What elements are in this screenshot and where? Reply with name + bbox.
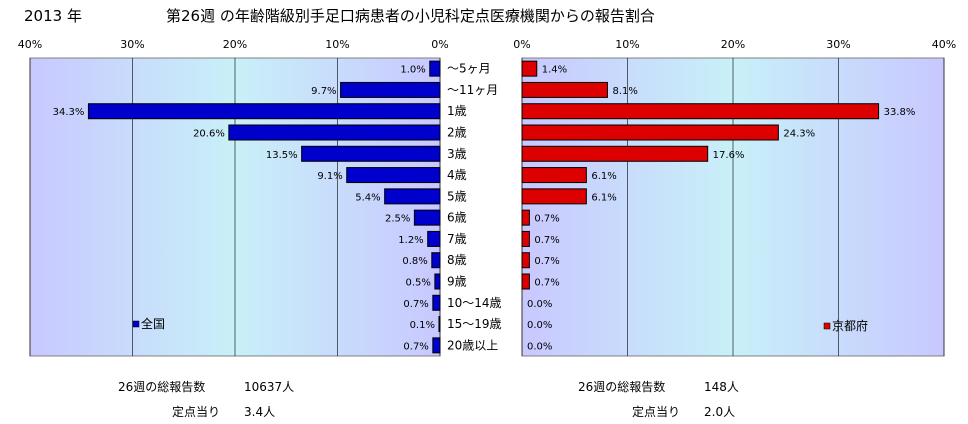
- national-total-reports-label: 26週の総報告数: [118, 380, 206, 394]
- data-label-kyoto: 17.6%: [713, 150, 745, 161]
- bar-national: [301, 145, 441, 162]
- category-label: 9歳: [447, 275, 467, 289]
- category-label: 3歳: [447, 147, 467, 161]
- data-label-national: 1.0%: [400, 65, 425, 76]
- data-label-kyoto: 6.1%: [591, 192, 616, 203]
- legend-swatch-national: [132, 320, 140, 328]
- data-label-kyoto: 0.7%: [534, 278, 559, 289]
- kyoto-per-site-value: 2.0人: [704, 405, 736, 419]
- category-label: ～11ヶ月: [447, 83, 498, 97]
- category-label: 8歳: [447, 253, 467, 267]
- data-label-kyoto: 0.0%: [527, 299, 552, 310]
- data-label-kyoto: 1.4%: [542, 65, 567, 76]
- bar-national: [413, 209, 441, 226]
- data-label-kyoto: 6.1%: [591, 171, 616, 182]
- data-label-kyoto: 24.3%: [783, 129, 815, 140]
- data-label-national: 0.7%: [403, 341, 428, 352]
- bar-national: [432, 337, 441, 354]
- tick-label-left: 0%: [431, 38, 448, 51]
- bar-national: [429, 60, 441, 77]
- data-label-national: 34.3%: [53, 107, 85, 118]
- bar-kyoto: [521, 230, 530, 247]
- national-per-site-value: 3.4人: [244, 405, 276, 419]
- legend-label-kyoto: 京都府: [832, 318, 868, 333]
- category-label: 15～19歳: [447, 317, 502, 331]
- bar-national: [431, 252, 441, 269]
- data-label-kyoto: 0.7%: [534, 235, 559, 246]
- kyoto-total-reports-label: 26週の総報告数: [578, 380, 666, 394]
- legend-swatch-kyoto: [823, 322, 831, 330]
- data-label-national: 2.5%: [385, 214, 410, 225]
- bar-kyoto: [521, 273, 530, 290]
- data-label-national: 0.8%: [402, 256, 427, 267]
- bar-kyoto: [521, 103, 880, 120]
- category-label: 7歳: [447, 232, 467, 246]
- category-label: 5歳: [447, 189, 467, 203]
- data-label-national: 9.1%: [317, 171, 342, 182]
- bar-national: [434, 273, 441, 290]
- category-label: 1歳: [447, 104, 467, 118]
- bar-kyoto: [521, 145, 709, 162]
- data-label-national: 1.2%: [398, 235, 423, 246]
- data-label-kyoto: 0.7%: [534, 214, 559, 225]
- tick-label-left: 40%: [18, 38, 42, 51]
- tick-label-left: 10%: [325, 38, 349, 51]
- chart-header: 2013 年 第26週 の年齢階級別手足口病患者の小児科定点医療機関からの報告割…: [0, 0, 968, 28]
- kyoto-total-reports-value: 148人: [704, 380, 739, 394]
- category-label: 6歳: [447, 211, 467, 225]
- data-label-national: 13.5%: [266, 150, 298, 161]
- data-label-kyoto: 0.0%: [527, 341, 552, 352]
- data-label-national: 0.1%: [410, 320, 435, 331]
- data-label-national: 20.6%: [193, 129, 225, 140]
- year-label: 2013 年: [24, 7, 82, 25]
- bar-kyoto: [521, 209, 530, 226]
- data-label-national: 5.4%: [355, 192, 380, 203]
- bar-national: [346, 167, 441, 184]
- data-label-kyoto: 0.7%: [534, 256, 559, 267]
- tick-label-left: 30%: [120, 38, 144, 51]
- legend-label-national: 全国: [141, 316, 165, 331]
- bar-national: [228, 124, 441, 141]
- data-label-kyoto: 8.1%: [612, 86, 637, 97]
- tick-label-right: 0%: [513, 38, 530, 51]
- bar-kyoto: [521, 188, 587, 205]
- tick-label-right: 30%: [826, 38, 850, 51]
- tick-label-right: 10%: [615, 38, 639, 51]
- category-label: 2歳: [447, 126, 467, 140]
- tick-label-right: 20%: [721, 38, 745, 51]
- data-label-national: 0.7%: [403, 299, 428, 310]
- chart-title: 第26週 の年齢階級別手足口病患者の小児科定点医療機関からの報告割合: [166, 7, 655, 25]
- bar-national: [438, 316, 441, 333]
- data-label-national: 9.7%: [311, 86, 336, 97]
- tick-label-right: 40%: [932, 38, 956, 51]
- data-label-kyoto: 0.0%: [527, 320, 552, 331]
- tick-label-left: 20%: [223, 38, 247, 51]
- category-label: 10～14歳: [447, 296, 502, 310]
- bar-kyoto: [521, 252, 530, 269]
- bar-national: [432, 294, 441, 311]
- bar-national: [340, 81, 441, 98]
- bar-kyoto: [521, 60, 538, 77]
- national-total-reports-value: 10637人: [244, 380, 295, 394]
- data-label-kyoto: 33.8%: [884, 107, 916, 118]
- category-label: 20歳以上: [447, 338, 498, 352]
- data-label-national: 0.5%: [405, 278, 430, 289]
- bar-national: [87, 103, 441, 120]
- bar-kyoto: [521, 167, 587, 184]
- bar-kyoto: [521, 81, 608, 98]
- category-label: ～5ヶ月: [447, 62, 491, 76]
- category-label: 4歳: [447, 168, 467, 182]
- bar-national: [384, 188, 441, 205]
- bar-national: [427, 230, 441, 247]
- kyoto-per-site-label: 定点当り: [632, 405, 681, 419]
- national-per-site-label: 定点当り: [172, 405, 221, 419]
- bar-kyoto: [521, 124, 779, 141]
